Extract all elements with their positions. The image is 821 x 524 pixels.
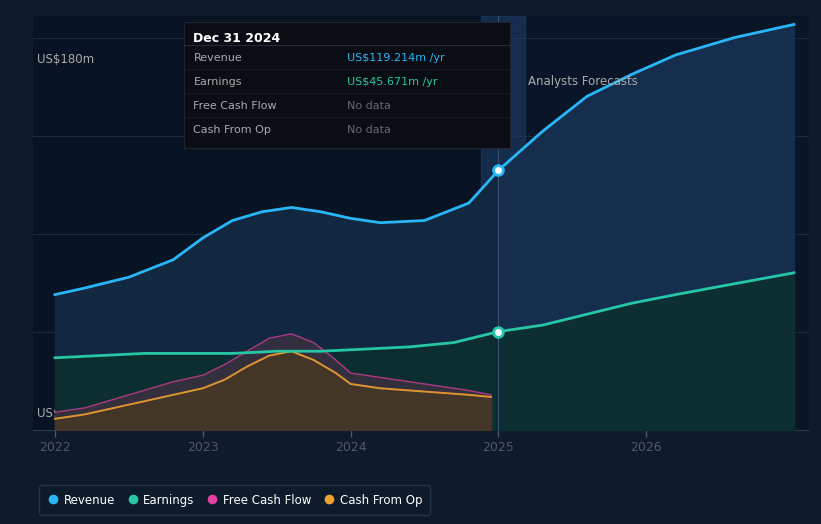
Text: Cash From Op: Cash From Op (194, 125, 271, 135)
Bar (480, 16, 525, 430)
Bar (33, 16, 498, 430)
Text: Dec 31 2024: Dec 31 2024 (194, 32, 281, 45)
Text: No data: No data (347, 101, 391, 111)
Text: Free Cash Flow: Free Cash Flow (194, 101, 277, 111)
Text: US$45.671m /yr: US$45.671m /yr (347, 77, 438, 87)
Text: US$0: US$0 (37, 407, 67, 420)
FancyBboxPatch shape (184, 22, 510, 148)
Text: Analysts Forecasts: Analysts Forecasts (528, 74, 638, 88)
Text: No data: No data (347, 125, 391, 135)
Text: Revenue: Revenue (194, 53, 242, 63)
Text: Past: Past (459, 74, 484, 88)
Text: Earnings: Earnings (194, 77, 242, 87)
Text: US$119.214m /yr: US$119.214m /yr (347, 53, 445, 63)
Text: US$180m: US$180m (37, 53, 94, 66)
Legend: Revenue, Earnings, Free Cash Flow, Cash From Op: Revenue, Earnings, Free Cash Flow, Cash … (39, 485, 430, 515)
